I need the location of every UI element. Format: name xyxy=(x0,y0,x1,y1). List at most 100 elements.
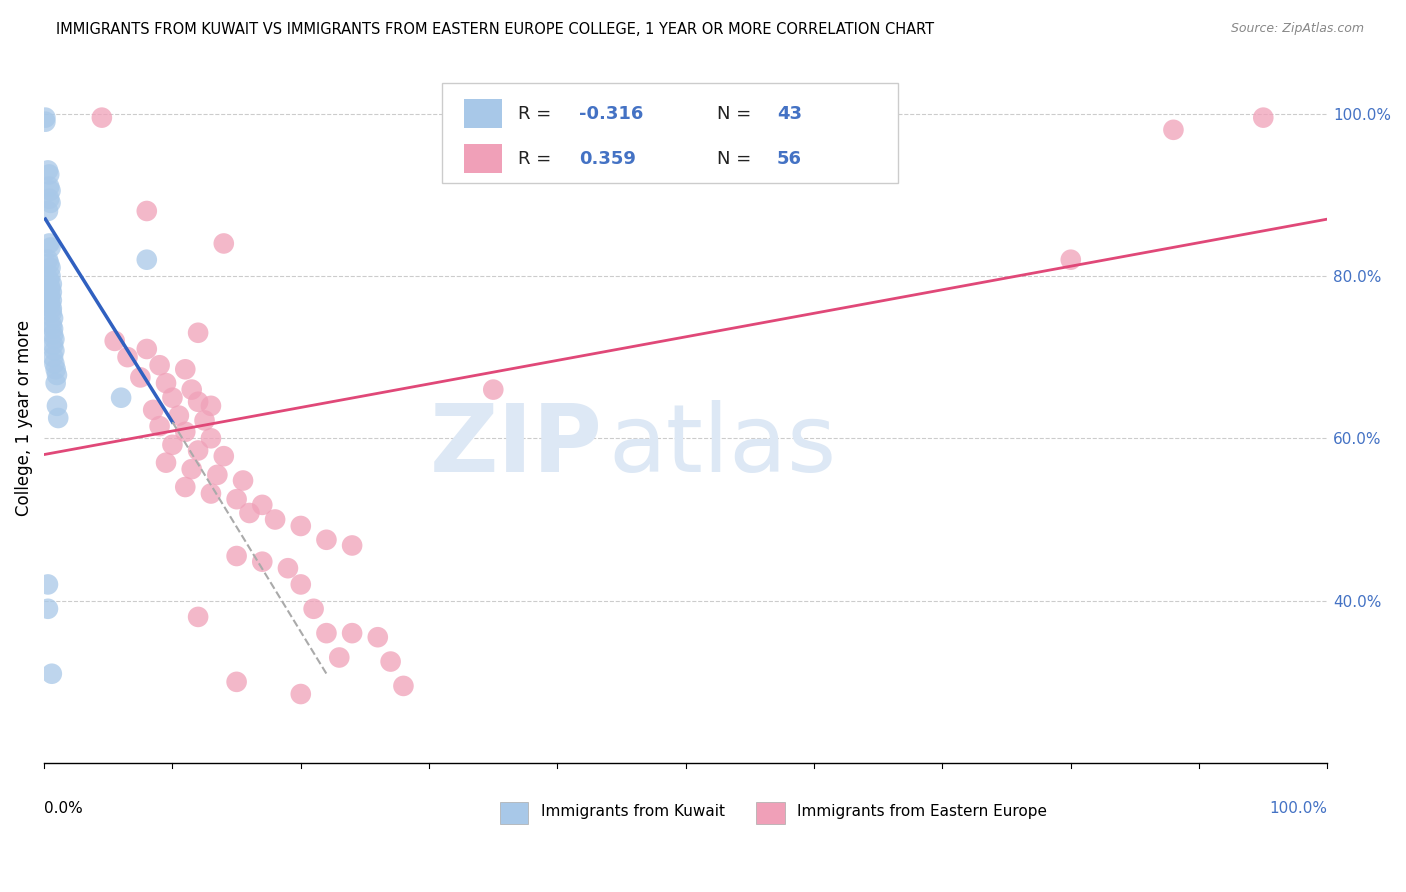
Point xyxy=(367,630,389,644)
Point xyxy=(1060,252,1083,267)
Point xyxy=(38,168,60,182)
Point xyxy=(328,650,350,665)
Text: Immigrants from Kuwait: Immigrants from Kuwait xyxy=(541,804,724,819)
Point xyxy=(252,498,274,512)
Point xyxy=(37,204,59,219)
Point xyxy=(155,456,177,470)
Point xyxy=(39,240,62,254)
Point xyxy=(180,383,202,397)
Point xyxy=(193,413,215,427)
Point xyxy=(238,506,260,520)
Point xyxy=(44,332,66,346)
Text: -0.316: -0.316 xyxy=(579,104,644,123)
FancyBboxPatch shape xyxy=(499,802,527,824)
Point xyxy=(174,425,197,439)
Point xyxy=(174,480,197,494)
Text: N =: N = xyxy=(717,150,756,168)
Text: Immigrants from Eastern Europe: Immigrants from Eastern Europe xyxy=(797,804,1047,819)
Point xyxy=(200,486,222,500)
Point xyxy=(110,391,132,405)
Text: 100.0%: 100.0% xyxy=(1270,801,1327,816)
Point xyxy=(39,289,62,303)
Point xyxy=(135,342,157,356)
Point xyxy=(46,411,69,425)
FancyBboxPatch shape xyxy=(756,802,785,824)
Text: atlas: atlas xyxy=(609,400,837,491)
Point xyxy=(155,376,177,390)
Point xyxy=(290,687,312,701)
Point xyxy=(38,179,60,194)
Point xyxy=(39,268,62,283)
Point xyxy=(37,163,59,178)
FancyBboxPatch shape xyxy=(441,83,897,184)
Text: 0.359: 0.359 xyxy=(579,150,636,168)
Point xyxy=(46,399,69,413)
Point xyxy=(45,362,67,376)
Point xyxy=(252,555,274,569)
Text: N =: N = xyxy=(717,104,756,123)
Point xyxy=(200,399,222,413)
Point xyxy=(44,357,66,371)
Text: 56: 56 xyxy=(778,150,801,168)
Point xyxy=(45,376,67,390)
Point xyxy=(41,293,63,308)
Text: R =: R = xyxy=(517,150,557,168)
Point xyxy=(180,462,202,476)
Text: 43: 43 xyxy=(778,104,801,123)
Point xyxy=(315,626,337,640)
Point xyxy=(264,512,287,526)
Point xyxy=(34,114,56,128)
Point xyxy=(41,666,63,681)
Point xyxy=(90,111,112,125)
FancyBboxPatch shape xyxy=(464,144,502,173)
Point xyxy=(42,322,65,336)
Point xyxy=(1251,111,1274,125)
Point xyxy=(277,561,299,575)
Point xyxy=(162,438,184,452)
Point xyxy=(142,403,165,417)
Text: IMMIGRANTS FROM KUWAIT VS IMMIGRANTS FROM EASTERN EUROPE COLLEGE, 1 YEAR OR MORE: IMMIGRANTS FROM KUWAIT VS IMMIGRANTS FRO… xyxy=(56,22,935,37)
Point xyxy=(42,338,65,352)
Point xyxy=(42,350,65,364)
Point xyxy=(340,539,363,553)
FancyBboxPatch shape xyxy=(464,99,502,128)
Point xyxy=(37,601,59,615)
Point xyxy=(42,311,65,326)
Point xyxy=(187,610,209,624)
Point xyxy=(225,492,247,507)
Text: 0.0%: 0.0% xyxy=(44,801,83,816)
Point xyxy=(135,204,157,219)
Point xyxy=(392,679,415,693)
Point xyxy=(46,368,69,382)
Point xyxy=(41,301,63,316)
Point xyxy=(207,467,229,482)
Point xyxy=(167,409,190,423)
Point xyxy=(104,334,127,348)
Point xyxy=(174,362,197,376)
Point xyxy=(315,533,337,547)
Text: Source: ZipAtlas.com: Source: ZipAtlas.com xyxy=(1230,22,1364,36)
Point xyxy=(380,655,402,669)
Text: ZIP: ZIP xyxy=(429,400,602,491)
Point xyxy=(39,195,62,210)
Point xyxy=(135,252,157,267)
Point xyxy=(38,236,60,251)
Point xyxy=(38,273,60,287)
Point xyxy=(225,549,247,563)
Point xyxy=(187,326,209,340)
Point xyxy=(212,236,235,251)
Point xyxy=(41,318,63,332)
Point xyxy=(39,297,62,311)
Point xyxy=(149,358,172,372)
Point xyxy=(38,257,60,271)
Point xyxy=(162,391,184,405)
Point xyxy=(39,281,62,295)
Point xyxy=(39,260,62,275)
Point xyxy=(232,474,254,488)
Point xyxy=(34,111,56,125)
Point xyxy=(41,285,63,300)
Point xyxy=(41,277,63,291)
Point xyxy=(225,674,247,689)
Point xyxy=(187,394,209,409)
Point xyxy=(520,111,543,125)
